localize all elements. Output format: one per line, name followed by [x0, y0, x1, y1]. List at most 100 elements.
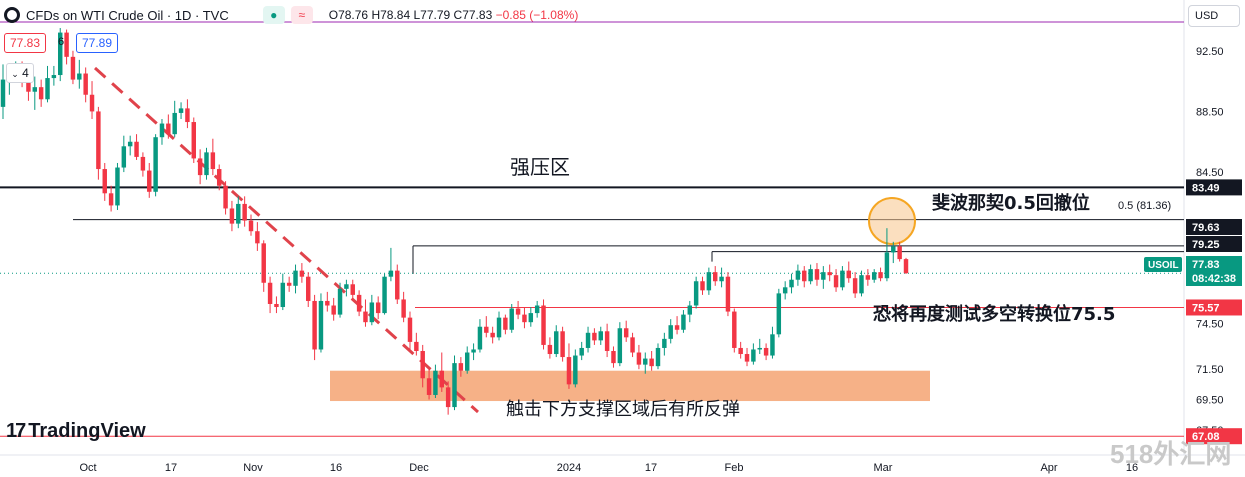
- y-tick-label: 71.50: [1196, 364, 1224, 376]
- candle: [134, 134, 139, 160]
- x-tick-label: Oct: [79, 462, 96, 474]
- candle: [611, 346, 616, 368]
- fib-highlight-circle: [868, 197, 916, 245]
- candle: [884, 228, 890, 282]
- y-tick-label: 74.50: [1196, 319, 1224, 331]
- market-status-icon[interactable]: ●: [262, 6, 285, 24]
- candle: [216, 164, 222, 191]
- ohlc-change: −0.85 (−1.08%): [495, 8, 579, 22]
- candle: [547, 337, 553, 359]
- candle: [350, 279, 355, 300]
- candle: [515, 300, 521, 320]
- candle: [337, 282, 343, 318]
- candle: [604, 323, 610, 358]
- sell-button[interactable]: 77.83: [4, 33, 47, 53]
- candle: [655, 343, 661, 370]
- x-tick-label: 2024: [557, 462, 581, 474]
- candle: [706, 267, 712, 295]
- candle: [147, 162, 152, 198]
- candle: [579, 341, 584, 361]
- candle: [833, 269, 839, 292]
- price-axis-label: 08:42:38: [1186, 270, 1242, 286]
- x-tick-label: Nov: [243, 462, 263, 474]
- candle: [897, 241, 902, 262]
- candle: [102, 162, 107, 201]
- candle: [554, 325, 559, 358]
- annotation-resistance: 强压区: [510, 155, 570, 179]
- candle: [64, 29, 69, 65]
- candle: [140, 152, 146, 177]
- tv-logo-icon: 17: [6, 420, 26, 442]
- candle: [210, 138, 216, 176]
- candle: [687, 300, 693, 323]
- candle: [617, 322, 623, 367]
- candle: [439, 352, 445, 392]
- candle: [0, 64, 6, 120]
- candle: [573, 349, 578, 388]
- candle: [452, 355, 457, 411]
- candle: [331, 297, 336, 321]
- candle: [172, 100, 177, 138]
- spread-value: 6: [58, 36, 65, 48]
- candle: [375, 296, 381, 320]
- candle: [903, 257, 909, 274]
- candle: [414, 332, 419, 356]
- candle: [719, 267, 724, 288]
- candle: [420, 344, 425, 388]
- wave-icon[interactable]: ≈: [290, 6, 313, 24]
- logo-text: TradingView: [28, 420, 146, 442]
- y-tick-label: 88.50: [1196, 106, 1224, 118]
- candle: [623, 320, 629, 342]
- indicators-toggle[interactable]: ⌄ 4: [6, 63, 34, 83]
- candle: [859, 270, 864, 297]
- price-axis-label: 75.57: [1186, 299, 1242, 316]
- candle: [426, 369, 432, 400]
- candle: [693, 276, 699, 309]
- candle: [312, 294, 317, 361]
- candle: [751, 343, 756, 365]
- candle: [121, 135, 127, 173]
- x-tick-label: 16: [330, 462, 342, 474]
- candle: [363, 299, 368, 327]
- candle: [795, 264, 801, 286]
- ohlc-values: O78.76 H78.84 L77.79 C77.83 −0.85 (−1.08…: [329, 8, 579, 22]
- candle: [401, 291, 406, 323]
- candle: [789, 273, 794, 294]
- tradingview-logo[interactable]: 17 TradingView: [6, 420, 146, 443]
- buy-button[interactable]: 77.89: [76, 33, 119, 53]
- candle: [248, 214, 254, 236]
- candle: [490, 326, 495, 344]
- candle: [318, 293, 324, 353]
- candle: [178, 102, 184, 120]
- svg-text:77.83: 77.83: [1192, 259, 1220, 271]
- x-tick-label: Apr: [1040, 462, 1057, 474]
- chart-title[interactable]: CFDs on WTI Crude Oil · 1D · TVC: [26, 7, 229, 23]
- candle: [891, 241, 896, 264]
- candle: [725, 272, 731, 317]
- currency-selector[interactable]: USD: [1188, 5, 1240, 27]
- candle: [643, 352, 648, 374]
- candle: [592, 328, 597, 345]
- candle: [407, 311, 413, 350]
- candle: [776, 288, 782, 338]
- svg-text:75.57: 75.57: [1192, 302, 1220, 314]
- candle: [464, 346, 470, 374]
- candle: [382, 273, 387, 315]
- x-tick-label: 17: [645, 462, 657, 474]
- candle: [865, 269, 871, 286]
- candle: [712, 266, 718, 286]
- x-tick-label: Mar: [874, 462, 893, 474]
- svg-text:08:42:38: 08:42:38: [1192, 273, 1236, 285]
- candle: [598, 326, 603, 345]
- candle: [32, 76, 38, 110]
- candle: [814, 263, 820, 286]
- svg-text:79.63: 79.63: [1192, 222, 1220, 234]
- price-labels: 83.49 79.63 79.25 77.83 08:42:38 75.57 67.08: [1186, 179, 1242, 445]
- candle: [286, 276, 292, 292]
- candle: [827, 264, 832, 282]
- candle: [681, 310, 686, 333]
- candle: [108, 185, 114, 212]
- candle: [388, 247, 394, 282]
- x-tick-label: Feb: [725, 462, 744, 474]
